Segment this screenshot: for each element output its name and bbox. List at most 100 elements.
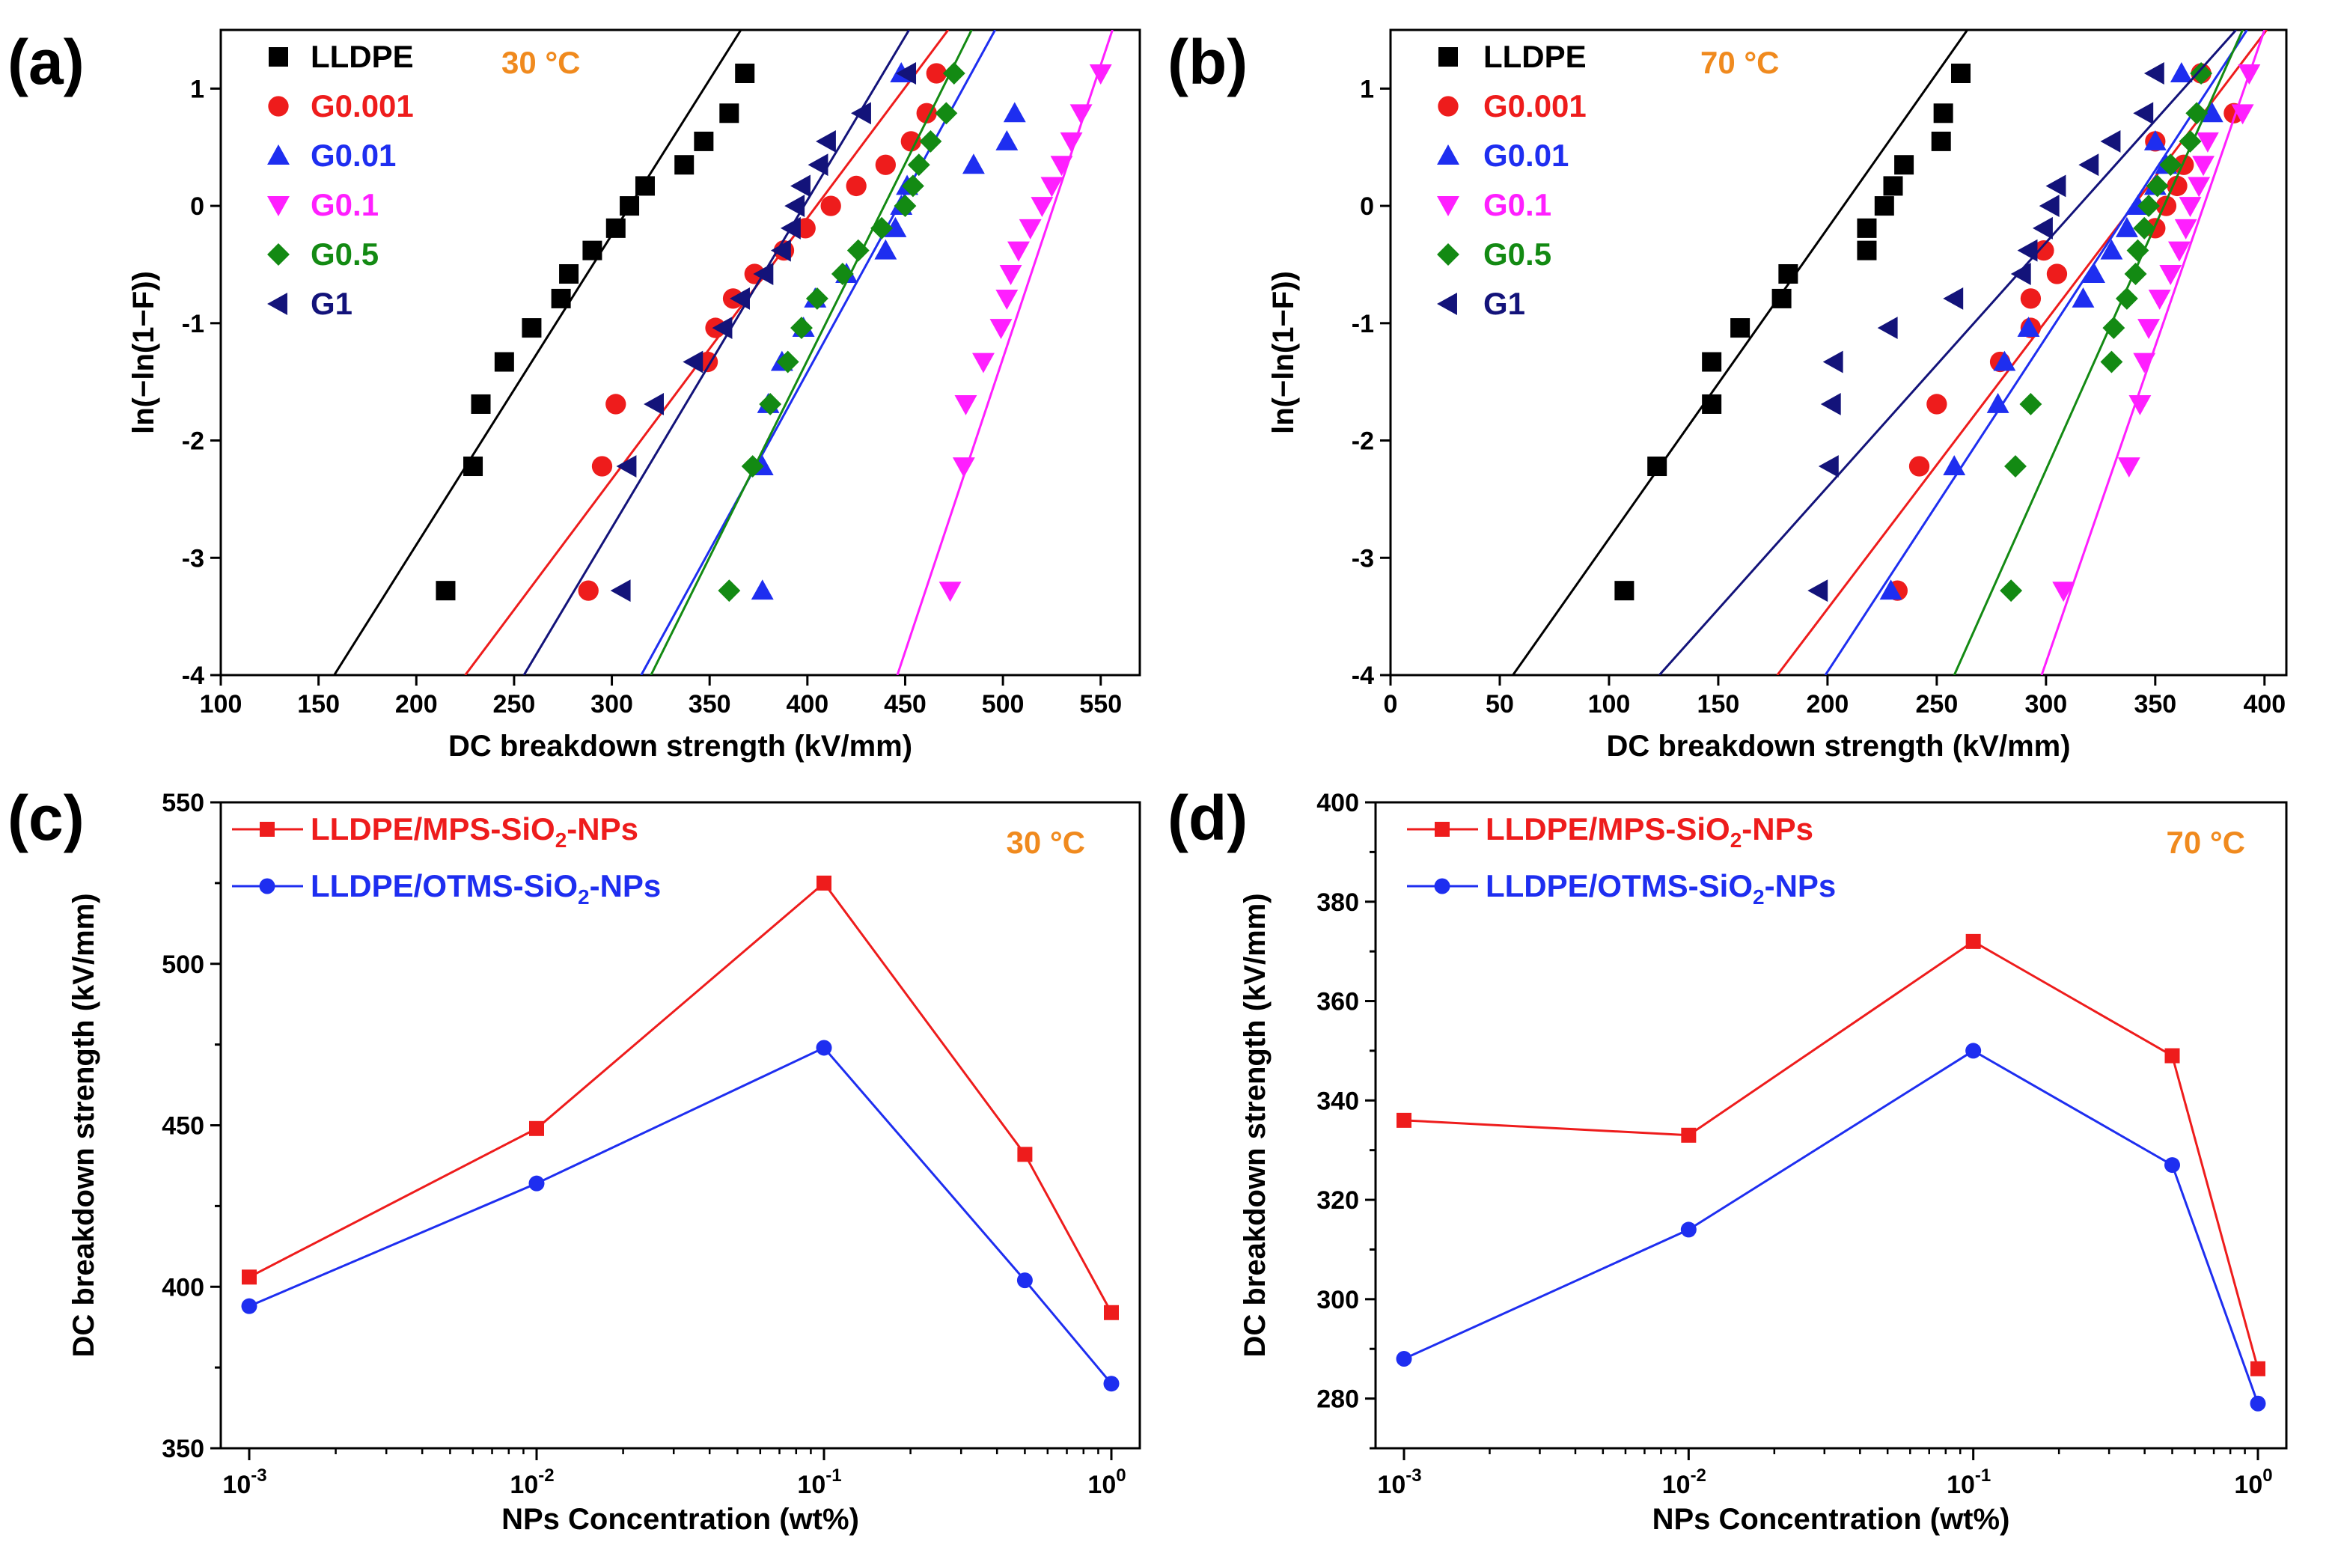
tick-exponent: 0 — [1116, 1465, 1126, 1486]
data-point — [776, 350, 799, 373]
data-point — [2146, 174, 2169, 198]
data-point — [884, 216, 907, 237]
series-path — [1403, 940, 2259, 1370]
data-point — [2137, 319, 2161, 340]
data-point — [683, 350, 703, 373]
x-tick-label: 450 — [884, 690, 927, 719]
y-axis-label: ln(−ln(1−F)) — [1267, 271, 1300, 434]
y-tick-label: -1 — [182, 310, 204, 338]
data-point — [2045, 174, 2066, 198]
tick-exponent: 0 — [2262, 1465, 2272, 1486]
data-point — [2126, 239, 2149, 262]
series-g0.1 — [896, 30, 1114, 675]
series-line — [241, 1040, 1120, 1392]
data-point — [2190, 62, 2213, 85]
data-point — [1965, 933, 1981, 949]
data-point — [242, 1269, 257, 1285]
data-point — [694, 131, 714, 151]
data-point — [2032, 216, 2053, 240]
x-tick-label: 550 — [1079, 690, 1122, 719]
data-point — [816, 129, 836, 153]
data-point — [559, 263, 579, 284]
x-tick-label: 100 — [1588, 690, 1631, 719]
data-point — [2143, 129, 2167, 150]
data-point — [995, 129, 1019, 150]
data-point — [2020, 288, 2042, 309]
fit-line — [333, 30, 742, 675]
data-point — [952, 457, 975, 478]
data-point — [831, 263, 854, 285]
data-point — [2173, 154, 2194, 175]
data-point — [1681, 1127, 1697, 1143]
data-point — [907, 153, 930, 177]
x-tick-label: 10-2 — [1662, 1465, 1706, 1499]
data-point — [1874, 196, 1894, 216]
temperature-label: 30 °C — [1006, 825, 1085, 860]
legend-marker — [267, 243, 290, 266]
x-tick-label: 150 — [1697, 690, 1740, 719]
data-point — [591, 456, 613, 477]
y-tick-label: 1 — [1360, 75, 1374, 103]
data-point — [1818, 455, 1839, 478]
data-point — [719, 103, 739, 123]
data-point — [2238, 64, 2261, 85]
data-point — [1702, 352, 1722, 372]
y-tick-label: 300 — [1316, 1286, 1359, 1314]
y-tick-label: -4 — [182, 662, 204, 690]
legend-label: G0.01 — [1483, 138, 1569, 173]
fit-line — [522, 30, 910, 675]
legend-label: G0.5 — [1483, 237, 1551, 272]
y-tick-label: 0 — [1360, 192, 1374, 221]
data-point — [1397, 1112, 1411, 1128]
data-point — [528, 1175, 545, 1192]
data-point — [2004, 455, 2027, 478]
tick-exponent: -1 — [825, 1465, 841, 1486]
panel-label: (d) — [1168, 783, 1248, 853]
x-tick-label: 200 — [395, 690, 438, 719]
legend-tail: -NPs — [1742, 811, 1813, 846]
data-point — [2117, 457, 2140, 478]
tick-exponent: -2 — [538, 1465, 554, 1486]
data-point — [522, 318, 542, 338]
data-point — [846, 175, 867, 197]
legend-tail: -NPs — [1765, 868, 1837, 903]
data-point — [1647, 457, 1667, 477]
y-tick-label: 320 — [1316, 1186, 1359, 1215]
data-point — [2250, 1361, 2265, 1376]
data-point — [1031, 197, 1054, 218]
temperature-label: 30 °C — [501, 45, 581, 80]
legend-marker — [268, 96, 289, 117]
data-point — [972, 353, 995, 373]
tick-base: 10 — [1947, 1471, 1975, 1499]
x-tick-label: 300 — [2024, 690, 2067, 719]
data-point — [1943, 455, 1966, 475]
series-g0.01 — [1824, 30, 2248, 675]
legend-main: LLDPE/OTMS-SiO — [311, 868, 578, 903]
data-point — [2170, 62, 2193, 82]
data-point — [2100, 239, 2123, 260]
data-point — [1857, 240, 1877, 260]
data-point — [1943, 287, 1964, 310]
y-tick-label: 350 — [162, 1435, 204, 1463]
data-point — [1396, 1351, 1412, 1367]
data-point — [718, 579, 741, 603]
data-point — [582, 240, 602, 260]
y-tick-label: 400 — [1316, 789, 1359, 817]
legend-marker — [1438, 47, 1458, 67]
data-point — [2231, 104, 2254, 125]
data-point — [1883, 176, 1903, 196]
legend-tail: -NPs — [567, 811, 638, 846]
data-point — [2039, 195, 2060, 218]
data-point — [875, 154, 896, 175]
data-point — [578, 580, 599, 601]
legend-subscript: 2 — [555, 829, 567, 852]
data-point — [2052, 582, 2075, 603]
series-g0.1 — [2040, 30, 2266, 675]
y-tick-label: 400 — [162, 1273, 204, 1302]
y-tick-label: 360 — [1316, 988, 1359, 1016]
legend-marker — [267, 144, 290, 165]
data-point — [2128, 395, 2152, 415]
fit-line — [640, 30, 996, 675]
data-point — [1771, 288, 1792, 308]
